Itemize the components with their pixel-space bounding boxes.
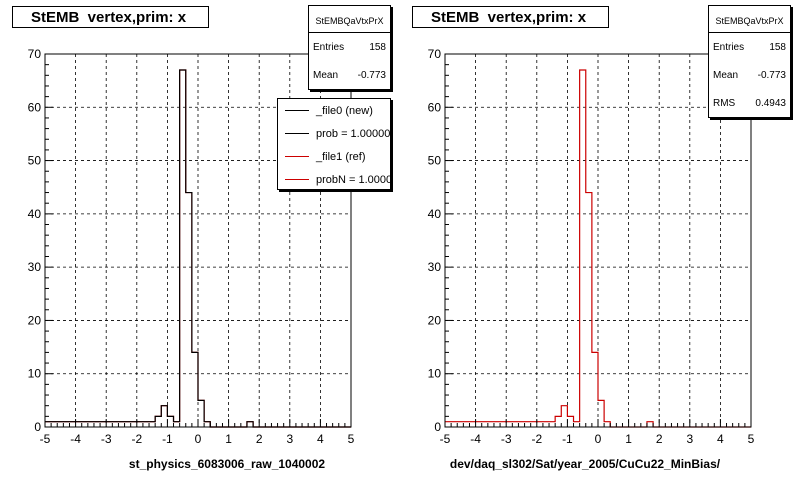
y-tick-label: 20 [28, 313, 42, 327]
x-tick-label: 3 [686, 432, 693, 446]
legend-label: probN = 1.000000 [316, 173, 391, 186]
x-tick-label: 4 [317, 432, 324, 446]
x-tick-label: 1 [225, 432, 232, 446]
stats-label: Entries [713, 41, 745, 53]
stats-row-mean: Mean -0.773 [309, 61, 390, 89]
legend-entry: _file1 (ref) [278, 145, 390, 168]
stats-label: Mean [713, 69, 739, 81]
stats-value: 158 [369, 41, 386, 53]
y-tick-label: 30 [28, 260, 42, 274]
x-tick-label: 0 [195, 432, 202, 446]
x-tick-label: -2 [531, 432, 542, 446]
legend-label: prob = 1.000000 [316, 127, 391, 140]
stats-value: -0.773 [357, 69, 386, 81]
stats-label: RMS [713, 97, 736, 109]
y-tick-label: 10 [28, 367, 42, 381]
x-tick-label: -4 [70, 432, 81, 446]
histogram-pad-left: -5 -4 -3 -2 -1 0 1 2 3 4 5 0 10 20 30 40 50 60 70 StEMB ve… [12, 5, 391, 471]
legend-entry: _file0 (new) [278, 99, 390, 122]
stats-label: Entries [313, 41, 345, 53]
stats-box: StEMBQaVtxPrX Entries 158 Mean -0.773 RM… [708, 5, 791, 118]
legend-line-swatch [285, 156, 309, 157]
legend-entry: prob = 1.000000 [278, 122, 390, 145]
stats-row-entries: Entries 158 [309, 33, 390, 61]
y-tick-label: 60 [28, 100, 42, 114]
x-axis-title: dev/daq_sl302/Sat/year_2005/CuCu22_MinBi… [449, 457, 721, 471]
histogram-title: StEMB vertex,prim: x [412, 6, 609, 28]
x-tick-label: -3 [501, 432, 512, 446]
y-tick-label: 40 [428, 207, 442, 221]
stats-value: -0.773 [757, 69, 786, 81]
legend-line-swatch [285, 133, 309, 134]
stats-box: StEMBQaVtxPrX Entries 158 Mean -0.773 [308, 5, 391, 90]
x-tick-label: -5 [440, 432, 451, 446]
y-tick-label: 50 [28, 154, 42, 168]
stats-row-mean: Mean -0.773 [709, 61, 790, 89]
stats-value: 158 [769, 41, 786, 53]
stats-row-entries: Entries 158 [709, 33, 790, 61]
x-tick-label: -2 [131, 432, 142, 446]
legend-label: _file0 (new) [316, 104, 373, 117]
stats-value: 0.4943 [755, 97, 786, 109]
legend-entry: probN = 1.000000 [278, 168, 391, 189]
legend-label: _file1 (ref) [316, 150, 366, 163]
y-tick-label: 0 [434, 420, 441, 434]
y-tick-label: 70 [428, 47, 442, 61]
y-tick-label: 70 [28, 47, 42, 61]
x-tick-label: 5 [748, 432, 755, 446]
legend-line-swatch [285, 179, 309, 180]
legend-line-swatch [285, 110, 309, 111]
x-tick-label: 0 [595, 432, 602, 446]
stats-name: StEMBQaVtxPrX [309, 6, 390, 33]
stats-label: Mean [313, 69, 339, 81]
histogram-pad-right: -5 -4 -3 -2 -1 0 1 2 3 4 5 0 10 20 30 40 50 60 70 StEMB ve… [400, 0, 800, 480]
y-tick-label: 40 [28, 207, 42, 221]
y-tick-label: 0 [34, 420, 41, 434]
x-tick-label: 2 [256, 432, 263, 446]
y-tick-label: 10 [428, 367, 442, 381]
legend-box: _file0 (new) prob = 1.000000 _file1 (ref… [277, 98, 391, 190]
y-tick-label: 60 [428, 100, 442, 114]
x-tick-label: -5 [40, 432, 51, 446]
x-tick-label: 3 [286, 432, 293, 446]
x-tick-label: 1 [625, 432, 632, 446]
y-tick-label: 30 [428, 260, 442, 274]
y-tick-label: 50 [428, 154, 442, 168]
x-axis-title: st_physics_6083006_raw_1040002 [128, 457, 326, 471]
x-tick-label: 2 [656, 432, 663, 446]
histogram-title: StEMB vertex,prim: x [12, 6, 209, 28]
stats-row-rms: RMS 0.4943 [709, 89, 790, 117]
x-tick-label: -1 [162, 432, 173, 446]
x-tick-label: 5 [348, 432, 355, 446]
x-tick-label: -1 [562, 432, 573, 446]
x-tick-label: -4 [470, 432, 481, 446]
x-tick-label: 4 [717, 432, 724, 446]
x-tick-label: -3 [101, 432, 112, 446]
stats-name: StEMBQaVtxPrX [709, 6, 790, 33]
y-tick-label: 20 [428, 313, 442, 327]
